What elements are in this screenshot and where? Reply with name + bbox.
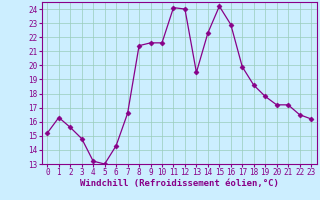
X-axis label: Windchill (Refroidissement éolien,°C): Windchill (Refroidissement éolien,°C) [80, 179, 279, 188]
